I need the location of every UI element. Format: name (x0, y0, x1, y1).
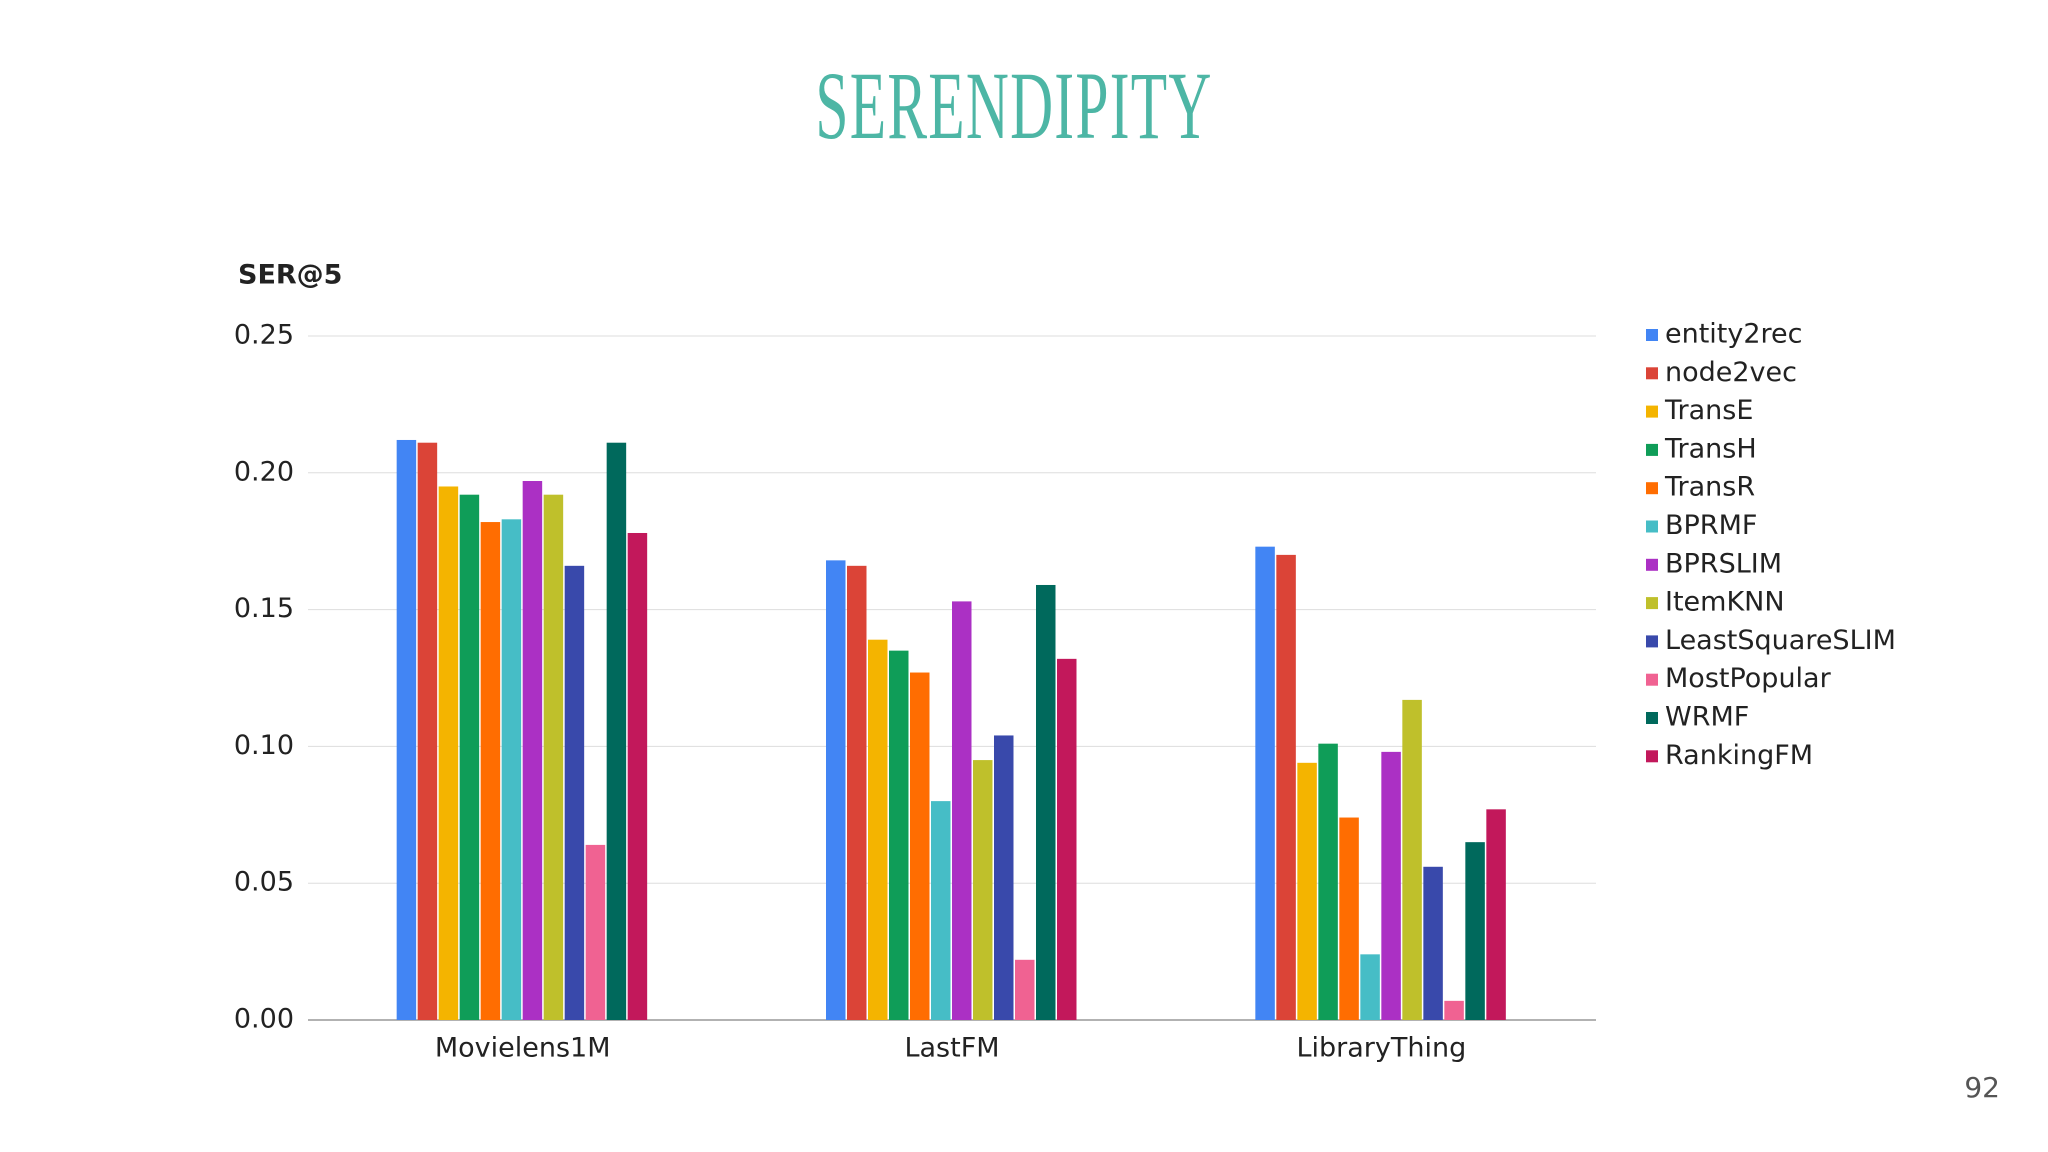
legend-label: BPRMF (1665, 510, 1757, 541)
legend-swatch (1646, 329, 1658, 341)
bar (1339, 817, 1359, 1020)
bar (952, 601, 972, 1020)
legend-swatch (1646, 558, 1658, 571)
bar (1318, 743, 1338, 1020)
bar (889, 650, 909, 1020)
legend-label: node2vec (1665, 357, 1797, 388)
bar (1486, 809, 1506, 1020)
bar (564, 565, 585, 1020)
bar (826, 560, 846, 1020)
x-tick-label: LibraryThing (1296, 1033, 1466, 1064)
bar (1360, 954, 1380, 1020)
bar (994, 735, 1014, 1020)
bar (480, 522, 501, 1020)
legend-swatch (1646, 367, 1658, 380)
legend-swatch (1646, 443, 1658, 456)
bar (1015, 959, 1035, 1020)
y-tick-label: 0.05 (234, 867, 294, 898)
bar (606, 442, 627, 1021)
bar (847, 565, 867, 1020)
chart-title: SERENDIPITY (815, 54, 1212, 160)
legend-swatch (1646, 750, 1658, 763)
bar (627, 532, 648, 1020)
bar (501, 519, 522, 1020)
bar (1036, 584, 1056, 1020)
bar (1255, 546, 1275, 1020)
bar (396, 439, 417, 1020)
bar (417, 442, 438, 1021)
y-tick-label: 0.20 (234, 456, 294, 487)
legend-swatch (1646, 635, 1658, 648)
legend-label: BPRSLIM (1665, 548, 1782, 579)
y-axis-label: SER@5 (238, 260, 342, 291)
legend-label: WRMF (1665, 702, 1749, 733)
x-tick-label: Movielens1M (435, 1033, 611, 1064)
legend-label: RankingFM (1665, 740, 1813, 771)
bar (1423, 866, 1443, 1020)
bar (1297, 762, 1317, 1020)
bar (459, 494, 480, 1020)
bar (1276, 554, 1296, 1020)
bar (438, 486, 459, 1021)
bar (543, 494, 564, 1020)
legend-label: TransR (1664, 472, 1755, 503)
bar (868, 639, 888, 1020)
legend-label: TransH (1664, 433, 1757, 464)
bar (931, 801, 951, 1020)
legend-swatch (1646, 673, 1658, 686)
bar (1465, 842, 1485, 1020)
bar (1381, 751, 1401, 1020)
y-tick-label: 0.10 (234, 730, 294, 761)
legend-swatch (1646, 597, 1658, 610)
legend-swatch (1646, 405, 1658, 418)
legend-label: LeastSquareSLIM (1665, 625, 1896, 656)
legend-label: TransE (1664, 395, 1753, 426)
bar (522, 481, 543, 1020)
page-number: 92 (1964, 1071, 2000, 1104)
legend-swatch (1646, 520, 1658, 533)
y-tick-label: 0.25 (234, 320, 294, 351)
legend-swatch (1646, 712, 1658, 724)
y-tick-label: 0.00 (234, 1004, 294, 1035)
bar (973, 760, 993, 1020)
x-tick-label: LastFM (904, 1033, 999, 1064)
legend-swatch (1646, 482, 1658, 495)
bar (1444, 1000, 1464, 1020)
legend-label: entity2rec (1665, 319, 1803, 350)
bar (1057, 658, 1077, 1020)
bar (585, 844, 606, 1020)
legend-label: MostPopular (1665, 663, 1832, 694)
bar (910, 672, 930, 1020)
y-tick-label: 0.15 (234, 593, 294, 624)
legend-label: ItemKNN (1665, 587, 1785, 618)
bar (1402, 699, 1422, 1020)
